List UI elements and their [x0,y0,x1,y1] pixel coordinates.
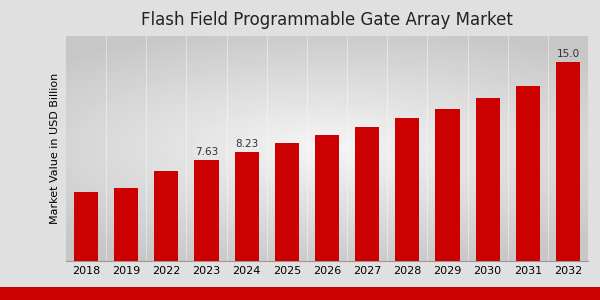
Text: 15.0: 15.0 [556,49,580,59]
Bar [315,135,339,261]
Bar [395,118,419,261]
Bar [476,98,500,261]
Bar [355,127,379,261]
Bar [114,188,138,261]
Bar [275,143,299,261]
Bar [154,171,178,261]
Y-axis label: Market Value in USD Billion: Market Value in USD Billion [50,73,61,224]
Bar [235,152,259,261]
Bar [556,62,580,261]
Bar [436,109,460,261]
Text: 8.23: 8.23 [235,139,259,149]
Bar [74,192,98,261]
Bar [194,160,218,261]
Text: 7.63: 7.63 [195,147,218,157]
Title: Flash Field Programmable Gate Array Market: Flash Field Programmable Gate Array Mark… [141,11,513,29]
Bar [516,86,540,261]
